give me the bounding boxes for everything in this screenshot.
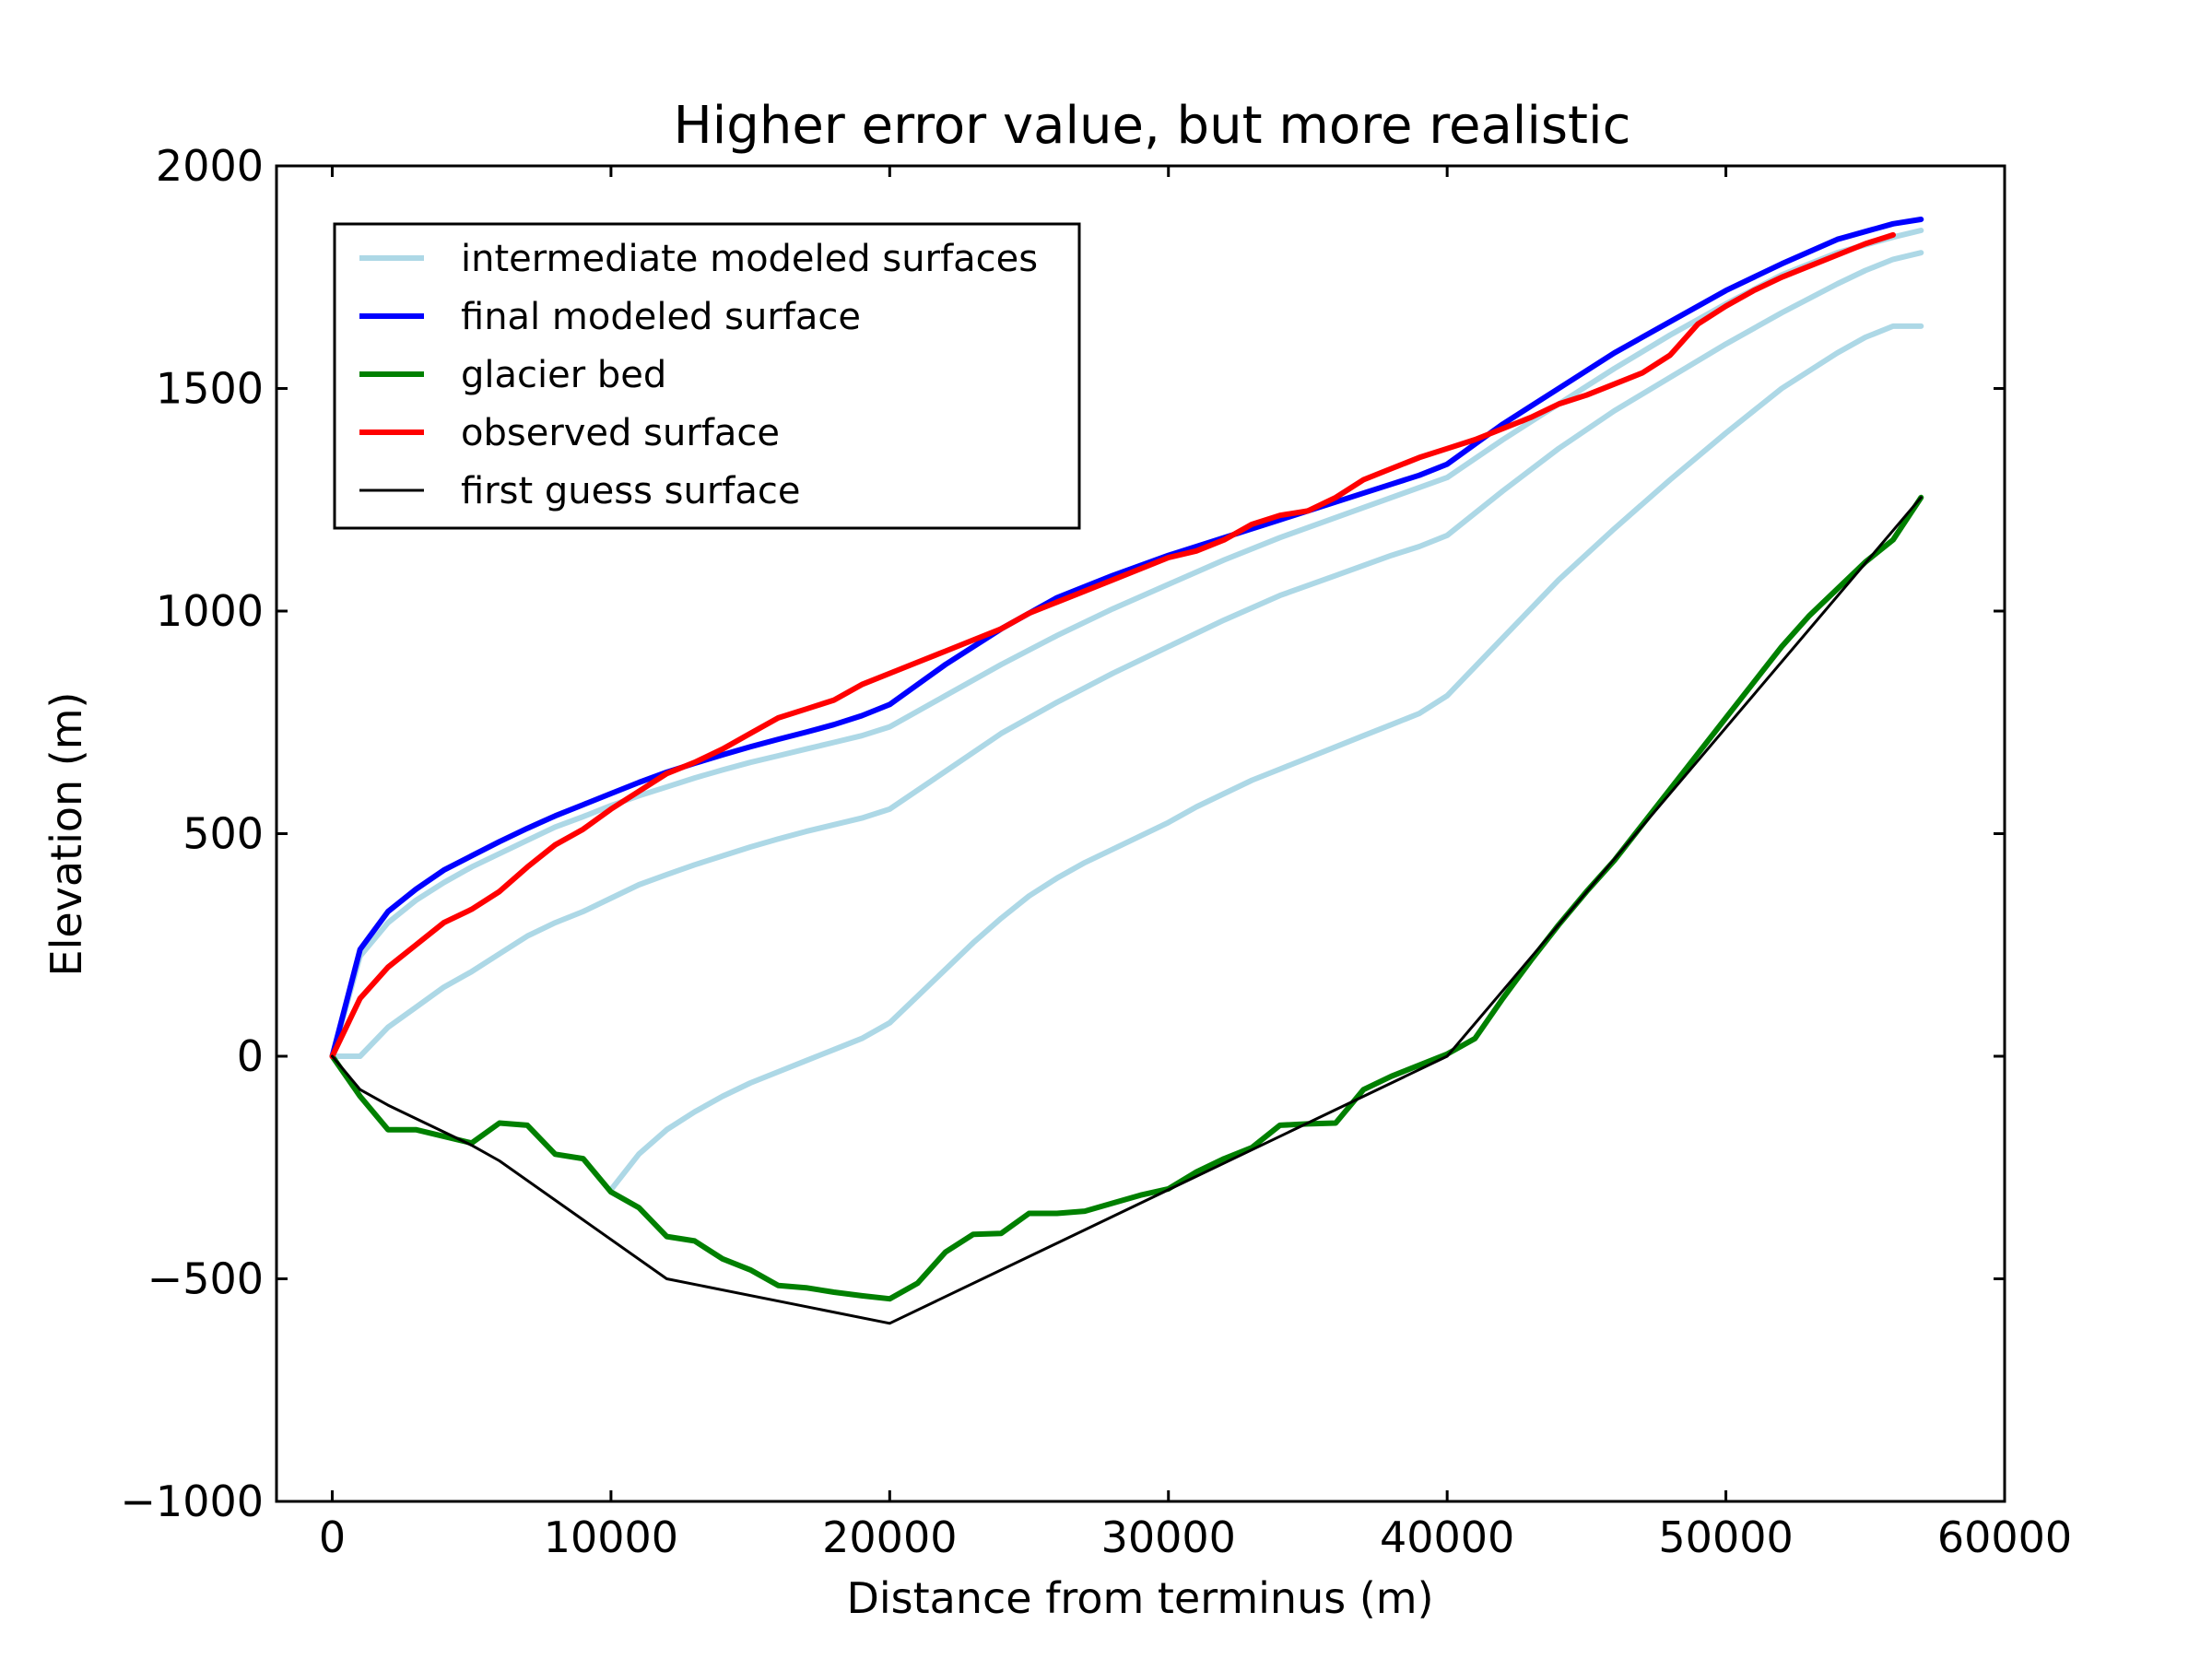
legend-items: intermediate modeled surfaces final model… <box>359 238 1038 512</box>
legend-label: intermediate modeled surfaces <box>461 238 1038 280</box>
y-tick-label: −1000 <box>120 1477 264 1526</box>
y-axis-label: Elevation (m) <box>41 692 91 977</box>
series-line-final-modeled-surface-3 <box>329 217 1924 1059</box>
y-tick-label: 1000 <box>156 586 264 636</box>
x-axis-label: Distance from terminus (m) <box>846 1573 1433 1623</box>
legend-box <box>333 222 1081 530</box>
series-line-first-guess-surface-6 <box>331 496 1923 1325</box>
x-tick-label: 10000 <box>544 1512 678 1562</box>
legend-label: glacier bed <box>461 354 666 396</box>
series-line-intermediate-modeled-surfaces-1 <box>329 250 1924 1059</box>
legend-label: observed surface <box>461 412 780 454</box>
series-line-glacier-bed-4 <box>329 494 1924 1302</box>
series-line-observed-surface-5 <box>329 231 1896 1059</box>
series-line-intermediate-modeled-surfaces-2 <box>329 228 1924 1059</box>
series-layer <box>329 217 1924 1325</box>
chart-title: Higher error value, but more realistic <box>674 96 1631 156</box>
x-tick-label: 30000 <box>1101 1512 1236 1562</box>
y-tick-label: −500 <box>147 1254 264 1304</box>
axis-ticks: 0 10000 20000 30000 40000 50000 60000−1000−500… <box>120 141 2072 1562</box>
x-tick-label: 20000 <box>822 1512 957 1562</box>
x-tick-label: 60000 <box>1937 1512 2072 1562</box>
legend: intermediate modeled surfaces final model… <box>333 222 1081 530</box>
legend-label: first guess surface <box>461 470 800 512</box>
x-tick-label: 40000 <box>1380 1512 1514 1562</box>
legend-label: final modeled surface <box>461 296 861 338</box>
y-tick-label: 2000 <box>156 141 264 191</box>
y-tick-label: 1500 <box>156 364 264 414</box>
y-tick-label: 500 <box>182 809 264 859</box>
x-tick-label: 0 <box>319 1512 346 1562</box>
y-tick-label: 0 <box>237 1031 264 1081</box>
x-tick-label: 50000 <box>1658 1512 1793 1562</box>
series-line-intermediate-modeled-surfaces-0 <box>607 323 1924 1193</box>
